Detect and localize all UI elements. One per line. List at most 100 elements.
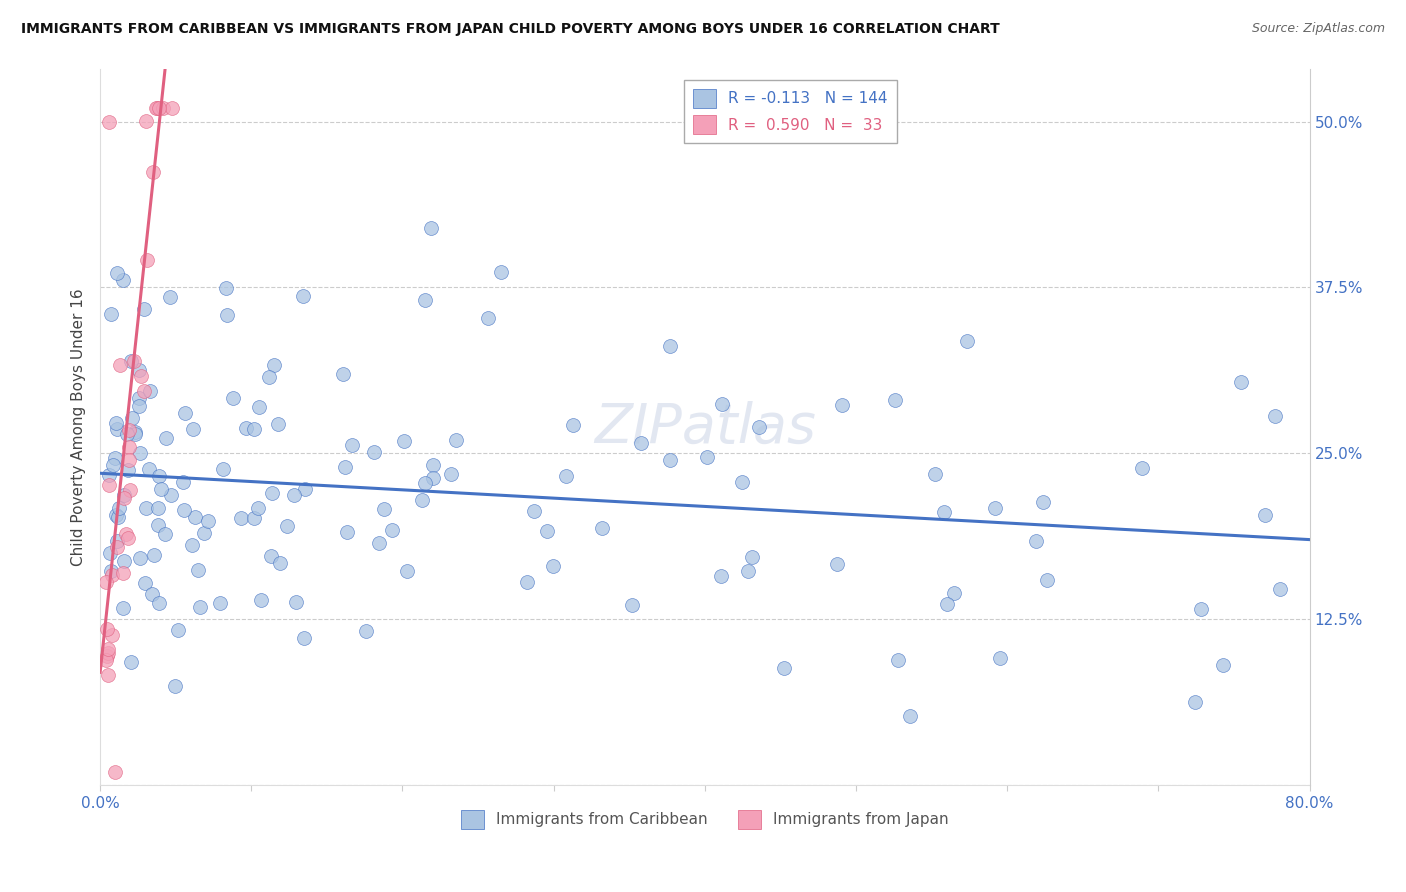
Point [1254,508,1277,522]
Point [243,511,266,525]
Point [117,463,139,477]
Point [215,281,238,295]
Point [335,459,357,474]
Point [173,406,195,420]
Point [97,646,120,660]
Point [1032,495,1054,509]
Point [354,624,377,639]
Point [285,595,308,609]
Point [100,565,122,579]
Point [924,467,946,481]
Point [292,632,315,646]
Point [209,596,232,610]
Point [491,265,513,279]
Point [135,501,157,516]
Point [183,510,205,524]
Point [107,510,129,524]
Point [444,434,467,448]
Point [267,417,290,431]
Point [98,114,121,128]
Point [120,354,142,368]
Point [711,397,734,411]
Point [142,165,165,179]
Point [1189,602,1212,616]
Point [659,339,682,353]
Point [111,566,134,580]
Point [97,667,120,681]
Point [212,462,235,476]
Point [411,493,433,508]
Point [124,425,146,439]
Point [543,558,565,573]
Point [197,514,219,528]
Point [145,101,167,115]
Point [112,554,135,568]
Point [104,416,127,430]
Point [159,289,181,303]
Point [477,310,499,325]
Point [340,438,363,452]
Point [160,488,183,502]
Point [741,550,763,565]
Point [124,427,146,442]
Point [108,501,131,516]
Point [932,505,955,519]
Point [105,422,128,436]
Point [395,565,418,579]
Point [422,471,444,485]
Point [825,558,848,572]
Point [956,334,979,348]
Point [115,427,138,442]
Point [132,384,155,398]
Point [188,600,211,615]
Text: ZIPatlas: ZIPatlas [593,401,815,453]
Point [124,354,146,368]
Point [148,101,170,115]
Point [984,500,1007,515]
Point [173,502,195,516]
Point [108,359,131,373]
Point [146,101,169,115]
Point [748,420,770,434]
Point [128,399,150,413]
Point [135,253,157,268]
Y-axis label: Child Poverty Among Boys Under 16: Child Poverty Among Boys Under 16 [72,288,86,566]
Point [523,504,546,518]
Point [413,476,436,491]
Point [100,568,122,582]
Point [620,598,643,612]
Point [112,273,135,287]
Point [1025,534,1047,549]
Point [114,527,136,541]
Point [120,483,142,498]
Point [554,469,576,483]
Point [148,596,170,610]
Point [246,500,269,515]
Point [96,574,118,589]
Point [250,593,273,607]
Point [166,624,188,638]
Point [381,524,404,538]
Point [276,519,298,533]
Point [101,458,124,472]
Point [373,502,395,516]
Point [104,451,127,466]
Point [283,488,305,502]
Point [97,642,120,657]
Point [235,421,257,435]
Point [118,423,141,437]
Point [128,391,150,405]
Point [831,398,853,412]
Point [294,483,316,497]
Point [129,368,152,383]
Legend: Immigrants from Caribbean, Immigrants from Japan: Immigrants from Caribbean, Immigrants fr… [454,804,955,835]
Point [98,546,121,560]
Point [1130,460,1153,475]
Point [120,655,142,669]
Point [104,508,127,522]
Point [422,458,444,472]
Point [591,521,613,535]
Point [96,623,118,637]
Point [134,576,156,591]
Point [132,301,155,316]
